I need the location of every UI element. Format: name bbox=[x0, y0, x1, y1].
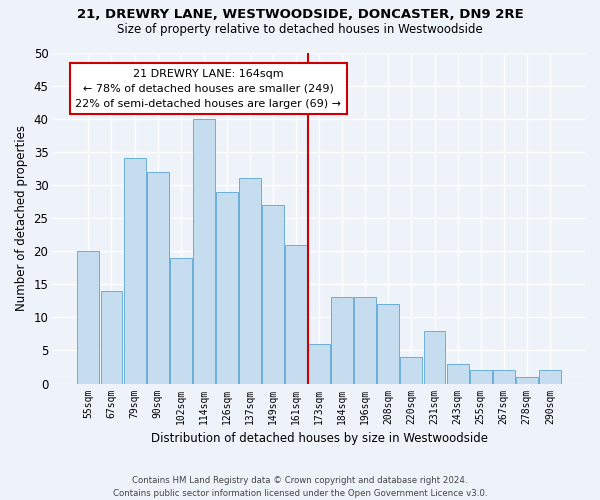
Bar bbox=[400, 357, 422, 384]
Bar bbox=[446, 364, 469, 384]
Bar bbox=[539, 370, 561, 384]
Bar bbox=[424, 330, 445, 384]
Y-axis label: Number of detached properties: Number of detached properties bbox=[15, 125, 28, 311]
Text: Contains HM Land Registry data © Crown copyright and database right 2024.
Contai: Contains HM Land Registry data © Crown c… bbox=[113, 476, 487, 498]
X-axis label: Distribution of detached houses by size in Westwoodside: Distribution of detached houses by size … bbox=[151, 432, 488, 445]
Bar bbox=[124, 158, 146, 384]
Bar bbox=[331, 298, 353, 384]
Bar bbox=[516, 377, 538, 384]
Bar bbox=[101, 291, 122, 384]
Bar bbox=[493, 370, 515, 384]
Bar bbox=[262, 205, 284, 384]
Text: Size of property relative to detached houses in Westwoodside: Size of property relative to detached ho… bbox=[117, 22, 483, 36]
Bar bbox=[470, 370, 491, 384]
Bar bbox=[216, 192, 238, 384]
Bar bbox=[239, 178, 261, 384]
Text: 21, DREWRY LANE, WESTWOODSIDE, DONCASTER, DN9 2RE: 21, DREWRY LANE, WESTWOODSIDE, DONCASTER… bbox=[77, 8, 523, 20]
Bar bbox=[377, 304, 400, 384]
Text: 21 DREWRY LANE: 164sqm
← 78% of detached houses are smaller (249)
22% of semi-de: 21 DREWRY LANE: 164sqm ← 78% of detached… bbox=[76, 69, 341, 108]
Bar bbox=[355, 298, 376, 384]
Bar bbox=[77, 251, 100, 384]
Bar bbox=[285, 244, 307, 384]
Bar bbox=[308, 344, 330, 384]
Bar bbox=[170, 258, 191, 384]
Bar bbox=[146, 172, 169, 384]
Bar bbox=[193, 118, 215, 384]
